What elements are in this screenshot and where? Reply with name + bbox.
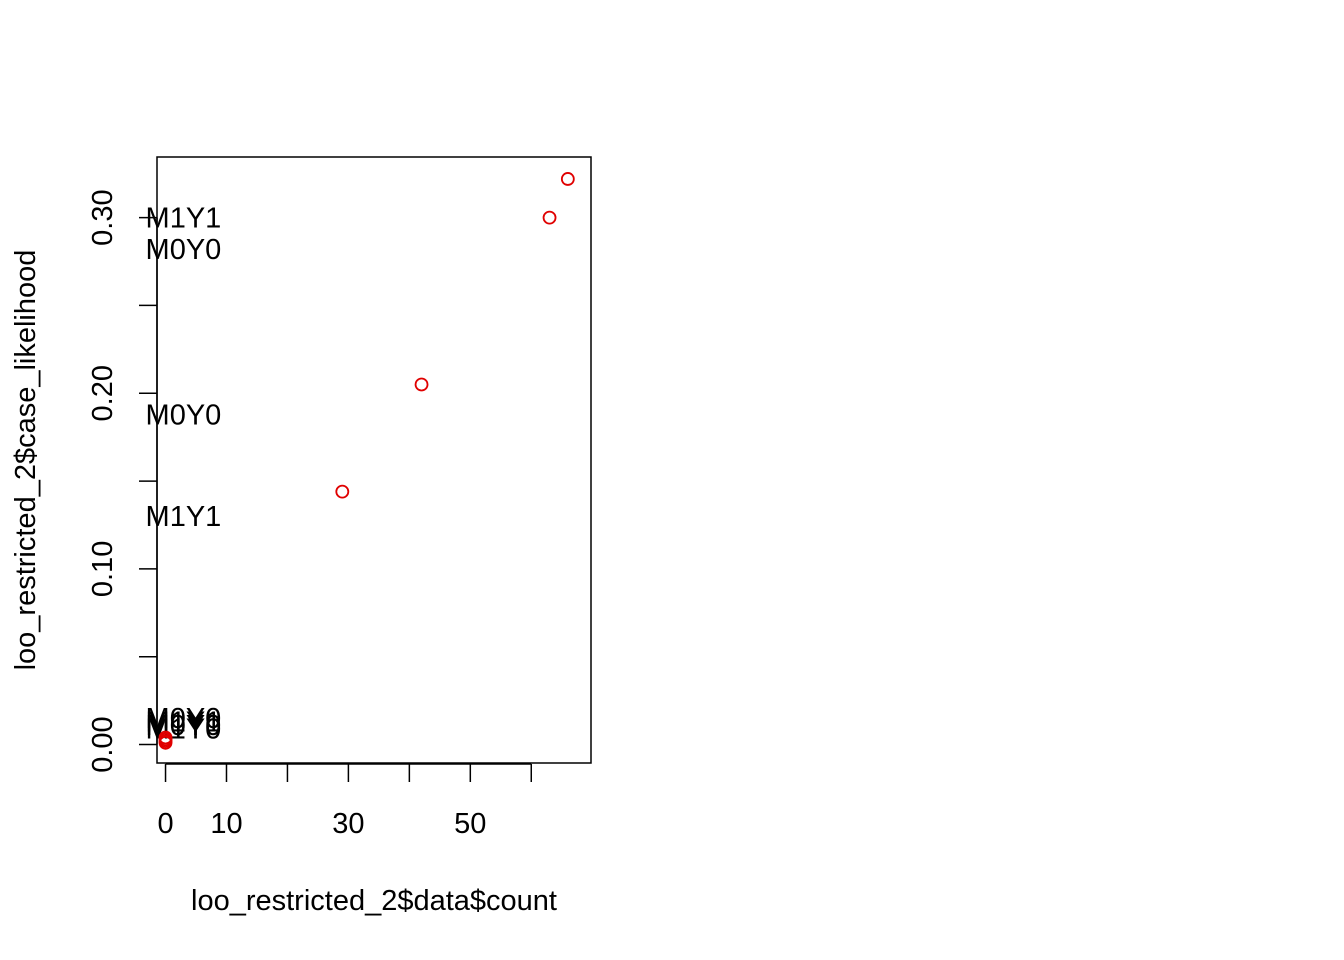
x-tick-label: 30 bbox=[332, 808, 364, 840]
x-axis-title: loo_restricted_2$data$count bbox=[191, 885, 557, 917]
y-tick-label: 0.00 bbox=[87, 716, 119, 772]
point-annotation: M0Y0 bbox=[146, 710, 222, 742]
data-point bbox=[560, 172, 575, 186]
point-annotation: M0Y0 bbox=[146, 703, 222, 735]
data-points bbox=[158, 172, 575, 750]
x-tick-label: 10 bbox=[210, 808, 242, 840]
y-tick-label: 0.10 bbox=[87, 541, 119, 597]
point-annotation: M1Y1 bbox=[146, 203, 222, 235]
y-axis: 0.00 0.10 0.20 0.30 bbox=[87, 189, 158, 773]
point-annotation: M0Y0 bbox=[146, 234, 222, 266]
y-axis-title: loo_restricted_2$case_likelihood bbox=[10, 250, 42, 671]
x-tick-label: 0 bbox=[157, 808, 173, 840]
point-annotation: M0Y0 bbox=[146, 399, 222, 431]
point-annotation: M1Y1 bbox=[146, 501, 222, 533]
data-point bbox=[414, 377, 429, 392]
point-annotation: M1Y1 bbox=[146, 707, 222, 739]
y-tick-label: 0.30 bbox=[87, 189, 119, 245]
data-point bbox=[335, 484, 350, 499]
data-point bbox=[542, 210, 557, 225]
x-tick-label: 50 bbox=[454, 808, 486, 840]
x-axis: 0 10 30 50 bbox=[157, 763, 533, 840]
y-tick-label: 0.20 bbox=[87, 365, 119, 421]
plot-frame bbox=[156, 156, 592, 764]
data-point bbox=[158, 735, 173, 750]
point-annotation: M1Y0 bbox=[146, 714, 222, 746]
